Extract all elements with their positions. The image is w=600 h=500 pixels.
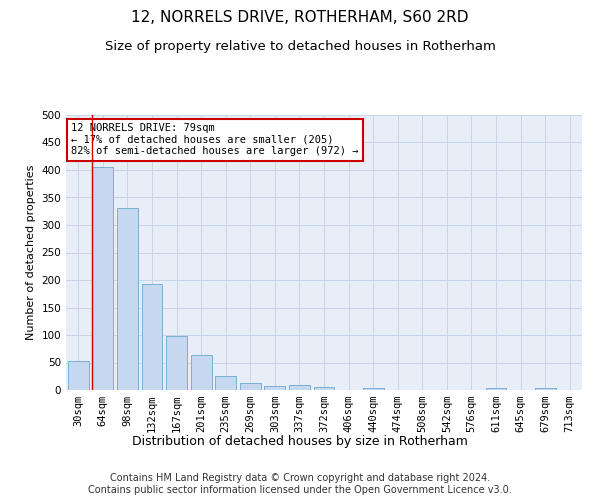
- Bar: [289, 385, 310, 390]
- Bar: [92, 166, 113, 390]
- Bar: [265, 386, 286, 390]
- Bar: [314, 387, 334, 390]
- Bar: [240, 383, 261, 390]
- Text: Distribution of detached houses by size in Rotherham: Distribution of detached houses by size …: [132, 435, 468, 448]
- Text: Contains HM Land Registry data © Crown copyright and database right 2024.
Contai: Contains HM Land Registry data © Crown c…: [88, 474, 512, 495]
- Bar: [68, 362, 89, 390]
- Bar: [191, 355, 212, 390]
- Bar: [117, 208, 138, 390]
- Text: 12 NORRELS DRIVE: 79sqm
← 17% of detached houses are smaller (205)
82% of semi-d: 12 NORRELS DRIVE: 79sqm ← 17% of detache…: [71, 123, 359, 156]
- Text: 12, NORRELS DRIVE, ROTHERHAM, S60 2RD: 12, NORRELS DRIVE, ROTHERHAM, S60 2RD: [131, 10, 469, 25]
- Bar: [362, 388, 383, 390]
- Bar: [215, 376, 236, 390]
- Bar: [485, 388, 506, 390]
- Text: Size of property relative to detached houses in Rotherham: Size of property relative to detached ho…: [104, 40, 496, 53]
- Bar: [166, 336, 187, 390]
- Y-axis label: Number of detached properties: Number of detached properties: [26, 165, 36, 340]
- Bar: [142, 284, 163, 390]
- Bar: [535, 388, 556, 390]
